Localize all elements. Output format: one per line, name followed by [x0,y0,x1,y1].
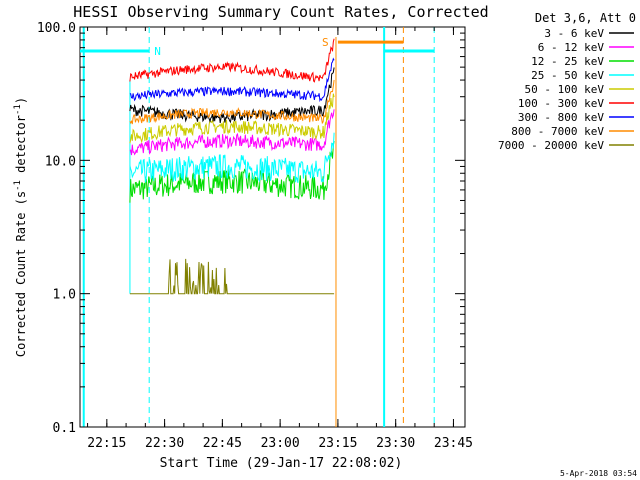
legend-entry: 25 - 50 keV [531,69,604,82]
x-tick-label: 22:45 [203,436,242,451]
y-tick-label: 10.0 [45,154,76,169]
x-tick-label: 23:15 [318,436,357,451]
legend-entry: 300 - 800 keV [518,111,604,124]
legend-entry: 7000 - 20000 keV [498,139,604,152]
series-line-4 [129,93,335,144]
series-lines [129,38,335,295]
x-tick-label: 23:00 [261,436,300,451]
legend-title: Det 3,6, Att 0 [535,11,636,25]
x-tick-label: 23:30 [376,436,415,451]
legend-entry: 800 - 7000 keV [511,125,604,138]
series-line-7 [129,79,335,125]
series-line-3 [129,132,335,183]
x-axis-label: Start Time (29-Jan-17 22:08:02) [160,456,403,471]
y-tick-label: 0.1 [53,421,76,436]
series-line-1 [129,109,335,156]
y-tick-label: 100.0 [37,21,76,36]
series-line-6 [129,57,335,103]
footer-timestamp: 5-Apr-2018 03:54 [560,469,637,478]
observing-intervals: NS [80,27,435,427]
x-tick-label: 22:30 [145,436,184,451]
legend-entry: 100 - 300 keV [518,97,604,110]
legend-entry: 50 - 100 keV [525,83,605,96]
axes: 22:15 22:30 22:45 23:00 23:15 23:30 23:45 0.1 1.… [37,21,473,451]
x-tick-label: 23:45 [434,436,473,451]
y-axis-label: Corrected Count Rate (s-1 detector-1) [13,97,28,357]
plot-frame [79,26,466,428]
legend-entry: 3 - 6 keV [544,27,604,40]
chart-title: HESSI Observing Summary Count Rates, Cor… [73,3,488,21]
series-line-5 [129,38,335,83]
series-line-2 [129,140,335,203]
x-tick-label: 22:15 [87,436,126,451]
series-line-8 [129,258,335,295]
legend-entry: 6 - 12 keV [538,41,605,54]
y-tick-label: 1.0 [53,288,76,303]
night-label: N [154,45,161,58]
saa-label: S [322,36,329,49]
legend-entry: 12 - 25 keV [531,55,604,68]
